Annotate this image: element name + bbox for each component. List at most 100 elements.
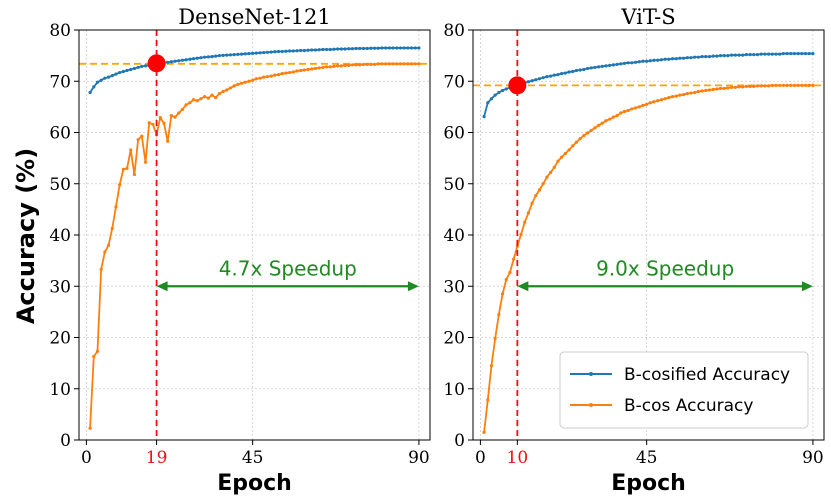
x-tick-label: 90 [802, 448, 824, 468]
data-point-bcosified [500, 88, 505, 93]
data-point-bcosified [173, 59, 177, 63]
data-point-bcos [369, 62, 373, 66]
data-point-bcos [615, 113, 619, 118]
data-point-bcos [384, 62, 388, 66]
data-point-bcos [210, 93, 214, 97]
data-point-bcosified [615, 62, 619, 66]
data-point-bcosified [380, 46, 384, 50]
data-point-bcosified [284, 49, 288, 53]
data-point-bcosified [737, 53, 741, 57]
data-point-bcos [600, 121, 604, 125]
data-point-bcos [792, 83, 797, 87]
data-point-bcosified [622, 61, 627, 65]
data-point-bcosified [343, 47, 347, 51]
data-point-bcosified [402, 46, 406, 50]
data-point-bcosified [306, 48, 310, 52]
data-point-bcos [500, 292, 505, 296]
data-point-bcos [88, 426, 92, 430]
data-point-bcosified [682, 56, 686, 60]
data-point-bcosified [619, 62, 623, 66]
data-point-bcosified [221, 53, 225, 57]
data-point-bcos [217, 91, 221, 96]
data-point-bcosified [273, 50, 277, 54]
data-point-bcos [597, 123, 601, 127]
x-tick-label: 0 [81, 448, 92, 468]
data-point-bcos [169, 113, 173, 118]
x-tick-label: 19 [146, 448, 168, 468]
legend-box [559, 351, 809, 429]
data-point-bcos [489, 364, 494, 368]
data-point-bcosified [103, 76, 107, 80]
data-point-bcos [328, 65, 332, 69]
data-point-bcos [711, 87, 715, 92]
data-point-bcos [417, 62, 421, 66]
data-point-bcosified [121, 69, 125, 74]
data-point-bcosified [700, 55, 704, 59]
data-point-bcosified [656, 58, 660, 62]
data-point-bcosified [593, 65, 597, 70]
data-point-bcosified [670, 57, 675, 61]
data-point-bcos [593, 126, 597, 130]
data-point-bcos [770, 83, 774, 87]
data-point-bcosified [132, 66, 137, 71]
data-point-bcos [284, 71, 288, 75]
data-point-bcos [537, 188, 542, 192]
data-point-bcos [589, 128, 593, 133]
data-point-bcosified [604, 64, 608, 68]
data-point-bcosified [482, 115, 486, 119]
data-point-bcosified [217, 54, 221, 58]
chart-title: DenseNet-121 [178, 5, 330, 29]
data-point-bcos [796, 83, 800, 87]
data-point-bcos [641, 103, 645, 107]
data-point-bcosified [384, 46, 388, 50]
data-point-bcos [273, 73, 277, 77]
data-point-bcos [321, 65, 325, 70]
data-point-bcosified [140, 64, 144, 68]
data-point-bcos [265, 75, 270, 79]
data-point-bcos [317, 66, 321, 70]
data-point-bcos [633, 106, 638, 110]
data-point-bcos [391, 62, 395, 66]
data-point-bcosified [766, 52, 771, 56]
data-point-bcos [125, 166, 129, 170]
data-point-bcos [354, 63, 358, 67]
data-point-bcos [225, 88, 229, 92]
data-point-bcosified [774, 52, 778, 56]
data-point-bcos [188, 101, 192, 105]
data-point-bcosified [652, 58, 656, 62]
data-point-bcosified [637, 60, 641, 64]
data-point-bcos [807, 83, 811, 87]
data-point-bcosified [689, 56, 693, 60]
data-point-bcos [744, 84, 749, 88]
data-point-bcosified [530, 79, 534, 83]
data-point-bcos [243, 80, 247, 84]
data-point-bcosified [707, 55, 712, 59]
data-point-bcosified [391, 46, 395, 50]
data-point-bcosified [685, 56, 689, 60]
data-point-bcosified [741, 53, 745, 57]
data-point-bcos [755, 84, 760, 88]
data-point-bcosified [280, 49, 284, 54]
data-point-bcos [733, 85, 737, 89]
data-point-bcosified [339, 47, 343, 51]
data-point-bcosified [574, 68, 579, 73]
data-point-bcos [395, 62, 399, 66]
data-point-bcos [177, 111, 181, 115]
chart-title: ViT-S [620, 5, 675, 29]
speedup-arrow-head-left [156, 281, 168, 292]
x-tick-label: 45 [636, 448, 658, 468]
data-point-bcos [402, 62, 406, 66]
data-point-bcos [347, 63, 351, 67]
data-point-bcosified [645, 59, 649, 63]
data-point-bcosified [265, 50, 270, 54]
data-point-bcosified [199, 56, 203, 60]
data-point-bcos [380, 62, 384, 66]
data-point-bcos [508, 270, 512, 275]
y-tick-label: 50 [49, 175, 71, 195]
data-point-bcosified [755, 53, 760, 57]
data-point-bcos [789, 83, 793, 87]
series-line-bcosified [89, 47, 419, 94]
data-point-bcos [239, 81, 244, 85]
data-point-bcosified [626, 61, 630, 65]
data-point-bcosified [633, 60, 638, 64]
